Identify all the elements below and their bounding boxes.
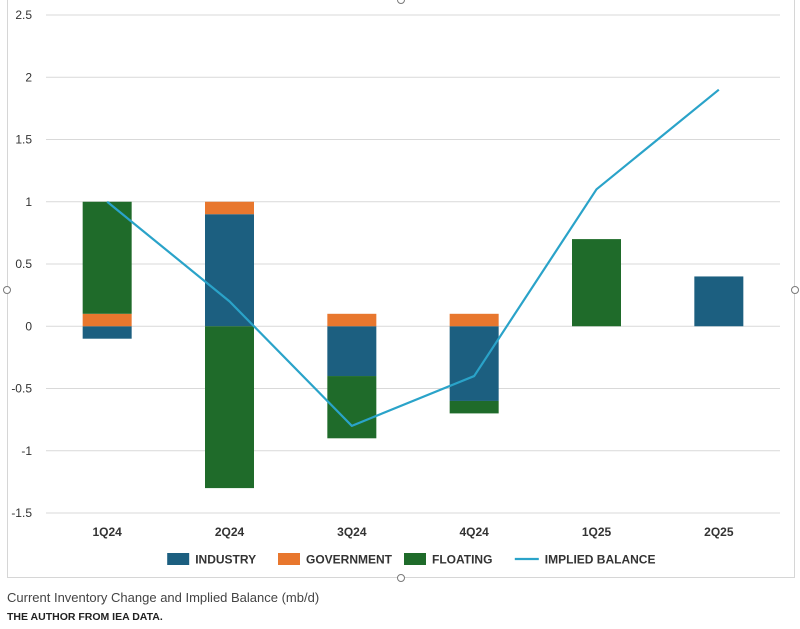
bar-industry	[694, 276, 744, 327]
bar-floating	[205, 326, 254, 489]
x-tick-label: 2Q25	[704, 525, 734, 539]
legend-swatch-government	[278, 553, 300, 565]
bar-government	[449, 313, 499, 327]
legend-label-industry: INDUSTRY	[195, 553, 256, 567]
x-tick-label: 1Q25	[582, 525, 612, 539]
y-tick-label: -1.5	[11, 506, 32, 520]
chart-caption: Current Inventory Change and Implied Bal…	[7, 590, 320, 605]
x-tick-label: 4Q24	[459, 525, 489, 539]
y-tick-label: 2.5	[15, 8, 32, 22]
chart-canvas: 2.5 2 1.5 1 0.5 0 -0.5 -1 -1.5 1Q24 2Q24 3Q24 4Q24 1Q…	[11, 8, 780, 567]
x-tick-label: 2Q24	[215, 525, 245, 539]
bar-industry	[449, 326, 499, 401]
bar-industry	[205, 214, 254, 327]
bar-floating	[327, 376, 377, 439]
y-tick-label: 1	[25, 195, 32, 209]
resize-handle-left[interactable]	[3, 286, 11, 294]
x-tick-label: 1Q24	[92, 525, 122, 539]
legend-label-implied-balance: IMPLIED BALANCE	[545, 553, 656, 567]
bar-government	[82, 313, 132, 327]
bar-industry	[82, 326, 132, 339]
legend-label-floating: FLOATING	[432, 553, 492, 567]
y-tick-label: 0.5	[15, 257, 32, 271]
bar-floating	[82, 201, 132, 314]
bar-government	[327, 313, 377, 327]
resize-handle-right[interactable]	[791, 286, 799, 294]
y-tick-label: -1	[21, 444, 32, 458]
bar-government	[205, 201, 254, 215]
y-tick-label: -0.5	[11, 382, 32, 396]
line-implied-balance	[106, 88, 720, 427]
chart-frame: 2.5 2 1.5 1 0.5 0 -0.5 -1 -1.5 1Q24 2Q24 3Q24 4Q24 1Q…	[7, 0, 795, 578]
bar-floating	[449, 400, 499, 414]
bar-industry	[327, 326, 377, 377]
y-tick-label: 1.5	[15, 133, 32, 147]
y-tick-label: 0	[25, 319, 32, 333]
legend-swatch-floating	[404, 553, 426, 565]
legend-swatch-industry	[167, 553, 190, 565]
x-tick-label: 3Q24	[337, 525, 367, 539]
y-tick-label: 2	[25, 70, 32, 84]
resize-handle-bottom[interactable]	[397, 574, 405, 582]
bar-floating	[572, 239, 621, 327]
chart-source: THE AUTHOR FROM IEA DATA.	[7, 611, 163, 623]
legend-label-government: GOVERNMENT	[306, 553, 393, 567]
